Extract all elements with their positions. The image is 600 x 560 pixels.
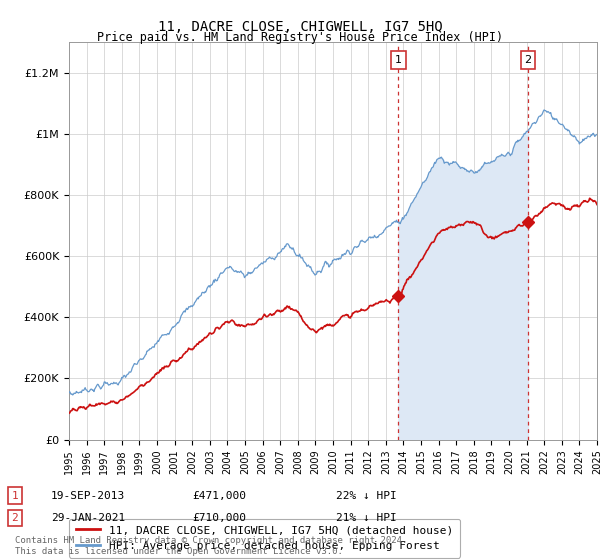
Text: Price paid vs. HM Land Registry's House Price Index (HPI): Price paid vs. HM Land Registry's House … bbox=[97, 31, 503, 44]
Text: 2: 2 bbox=[524, 55, 532, 66]
Text: £710,000: £710,000 bbox=[192, 513, 246, 523]
Text: 1: 1 bbox=[395, 55, 402, 66]
Legend: 11, DACRE CLOSE, CHIGWELL, IG7 5HQ (detached house), HPI: Average price, detache: 11, DACRE CLOSE, CHIGWELL, IG7 5HQ (deta… bbox=[69, 519, 460, 558]
Text: 2: 2 bbox=[11, 513, 19, 523]
Text: 21% ↓ HPI: 21% ↓ HPI bbox=[336, 513, 397, 523]
Text: 11, DACRE CLOSE, CHIGWELL, IG7 5HQ: 11, DACRE CLOSE, CHIGWELL, IG7 5HQ bbox=[158, 20, 442, 34]
Text: 19-SEP-2013: 19-SEP-2013 bbox=[51, 491, 125, 501]
Text: 22% ↓ HPI: 22% ↓ HPI bbox=[336, 491, 397, 501]
Text: 1: 1 bbox=[11, 491, 19, 501]
Text: 29-JAN-2021: 29-JAN-2021 bbox=[51, 513, 125, 523]
Text: Contains HM Land Registry data © Crown copyright and database right 2024.
This d: Contains HM Land Registry data © Crown c… bbox=[15, 536, 407, 556]
Text: £471,000: £471,000 bbox=[192, 491, 246, 501]
